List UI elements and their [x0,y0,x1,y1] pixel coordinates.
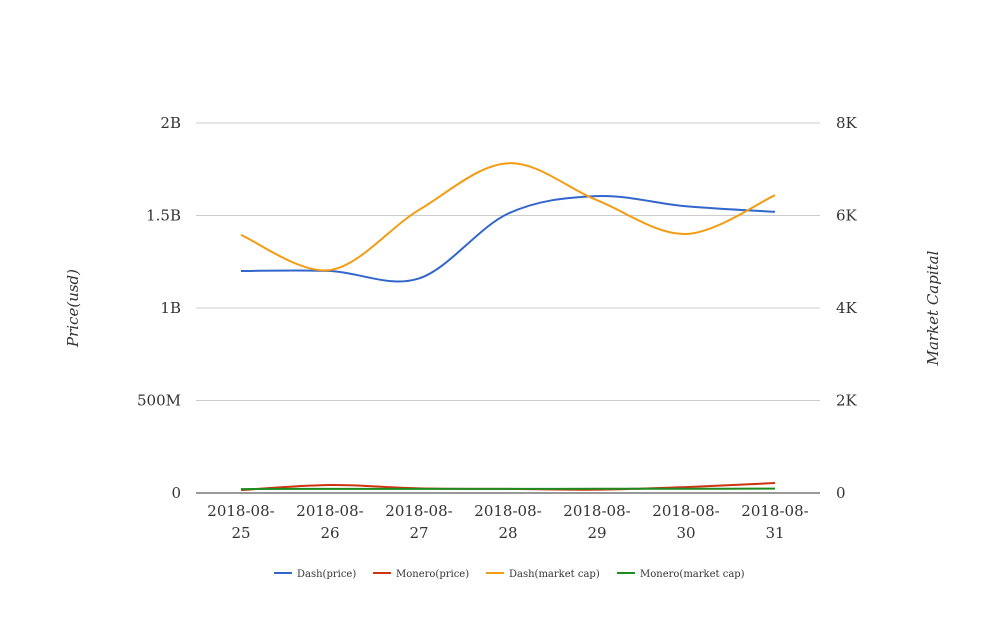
x-tick-line: 2018-08- [296,502,363,520]
x-tick-line: 2018-08- [207,502,274,520]
x-tick-line: 31 [765,524,784,542]
x-tick-label: 2018-08- 29 [563,502,630,542]
y2-tick-label: 4K [836,299,858,317]
y2-tick-label: 8K [836,114,858,132]
x-tick-label: 2018-08- 26 [296,502,363,542]
x-tick-line: 28 [498,524,517,542]
x-tick-line: 26 [320,524,339,542]
x-tick-label: 2018-08- 25 [207,502,274,542]
x-tick-line: 2018-08- [741,502,808,520]
x-tick-line: 2018-08- [474,502,541,520]
y2-axis-title: Market Capital [924,250,942,366]
series-line-dash-price [241,196,775,282]
legend-label: Dash(price) [297,569,356,580]
x-tick-line: 30 [676,524,695,542]
y-tick-label: 2B [160,114,181,132]
legend-label: Monero(price) [396,569,469,580]
y-axis-title: Price(usd) [64,269,82,348]
x-tick-line: 2018-08- [652,502,719,520]
y-tick-label: 1B [160,299,181,317]
x-tick-label: 2018-08- 28 [474,502,541,542]
y-tick-label: 0 [171,484,181,502]
y-tick-label: 500M [137,392,181,410]
x-tick-label: 2018-08- 31 [741,502,808,542]
x-tick-line: 29 [587,524,606,542]
x-tick-line: 27 [409,524,428,542]
x-tick-label: 2018-08- 27 [385,502,452,542]
y2-tick-label: 0 [836,484,846,502]
x-tick-line: 2018-08- [563,502,630,520]
x-tick-line: 25 [231,524,250,542]
x-tick-label: 2018-08- 30 [652,502,719,542]
legend-label: Dash(market cap) [509,569,600,580]
legend-label: Monero(market cap) [640,569,745,580]
y2-tick-label: 6K [836,207,858,225]
y2-tick-label: 2K [836,392,858,410]
series-line-dash-market-cap [241,163,775,270]
x-tick-line: 2018-08- [385,502,452,520]
y-tick-label: 1.5B [146,207,181,225]
